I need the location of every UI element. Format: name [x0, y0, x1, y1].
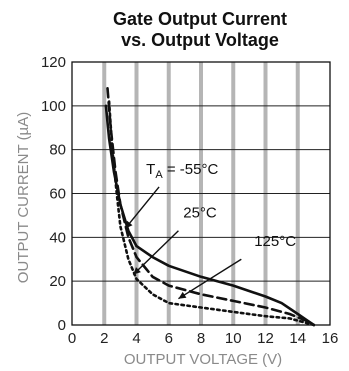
- series-line: [107, 100, 316, 327]
- x-tick-label: 10: [225, 330, 242, 347]
- x-tick-label: 2: [100, 330, 108, 347]
- y-tick-label: 20: [49, 273, 66, 290]
- annotation-arrowhead: [133, 267, 141, 275]
- x-tick-label: 0: [68, 330, 76, 347]
- series-annotation: 125°C: [254, 233, 296, 250]
- x-tick-label: 4: [132, 330, 140, 347]
- annotation-arrow: [132, 230, 179, 276]
- y-tick-label: 80: [49, 142, 66, 159]
- y-tick-label: 120: [41, 54, 66, 71]
- x-tick-label: 16: [322, 330, 339, 347]
- annotation-arrowhead: [125, 220, 133, 229]
- annotation-arrow: [178, 258, 242, 300]
- x-tick-label: 6: [165, 330, 173, 347]
- y-tick-label: 60: [49, 186, 66, 203]
- annotation-arrowhead: [178, 291, 187, 299]
- series-annotation: TA = -55°C: [146, 161, 218, 181]
- annotation-arrow: [124, 186, 160, 230]
- x-tick-label: 12: [257, 330, 274, 347]
- y-axis-title: OUTPUT CURRENT (µA): [15, 112, 32, 283]
- series-line: [106, 87, 316, 327]
- chart-title: Gate Output Current: [113, 9, 287, 29]
- plot-frame: [71, 61, 331, 326]
- chart-subtitle: vs. Output Voltage: [121, 30, 279, 50]
- y-tick-label: 0: [58, 317, 66, 334]
- y-tick-label: 100: [41, 98, 66, 115]
- x-tick-label: 14: [289, 330, 306, 347]
- y-tick-label: 40: [49, 229, 66, 246]
- x-tick-label: 8: [197, 330, 205, 347]
- x-axis-title: OUTPUT VOLTAGE (V): [124, 351, 282, 368]
- series-annotation: 25°C: [183, 205, 217, 222]
